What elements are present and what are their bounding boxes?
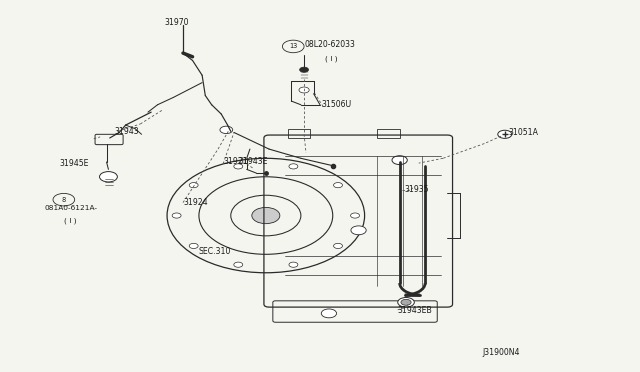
Bar — [288, 129, 310, 138]
Text: 08L20-62033: 08L20-62033 — [304, 41, 355, 49]
Circle shape — [401, 299, 411, 305]
Circle shape — [234, 262, 243, 267]
Circle shape — [172, 213, 181, 218]
Text: 31943: 31943 — [115, 127, 140, 136]
Circle shape — [252, 208, 280, 224]
Text: 31924: 31924 — [183, 198, 207, 207]
Circle shape — [289, 262, 298, 267]
Text: 31943EB: 31943EB — [397, 306, 433, 315]
Circle shape — [351, 213, 360, 218]
Circle shape — [351, 226, 366, 235]
Text: 31943E: 31943E — [239, 157, 268, 166]
Text: ( I ): ( I ) — [64, 218, 76, 224]
Circle shape — [397, 298, 414, 307]
Text: 31970: 31970 — [164, 18, 189, 27]
Text: 13: 13 — [289, 44, 298, 49]
Circle shape — [300, 67, 308, 72]
Circle shape — [189, 243, 198, 248]
Circle shape — [392, 156, 407, 164]
Circle shape — [220, 126, 233, 134]
Bar — [378, 129, 399, 138]
Circle shape — [234, 164, 243, 169]
Circle shape — [321, 309, 337, 318]
Text: 31921: 31921 — [223, 157, 248, 166]
Text: ( I ): ( I ) — [325, 55, 338, 62]
Text: 081A0-6121A-: 081A0-6121A- — [45, 205, 98, 211]
Circle shape — [333, 183, 342, 188]
Circle shape — [100, 171, 117, 182]
Text: J31900N4: J31900N4 — [483, 349, 520, 357]
Circle shape — [299, 87, 309, 93]
Text: 8: 8 — [61, 197, 66, 203]
Circle shape — [333, 243, 342, 248]
Text: 31506U: 31506U — [321, 100, 351, 109]
Circle shape — [189, 183, 198, 188]
Circle shape — [289, 164, 298, 169]
Text: SEC.310: SEC.310 — [199, 247, 231, 256]
Circle shape — [498, 130, 512, 138]
Text: 31945E: 31945E — [60, 158, 89, 168]
Text: 31935: 31935 — [404, 185, 429, 194]
Text: 31051A: 31051A — [508, 128, 538, 137]
